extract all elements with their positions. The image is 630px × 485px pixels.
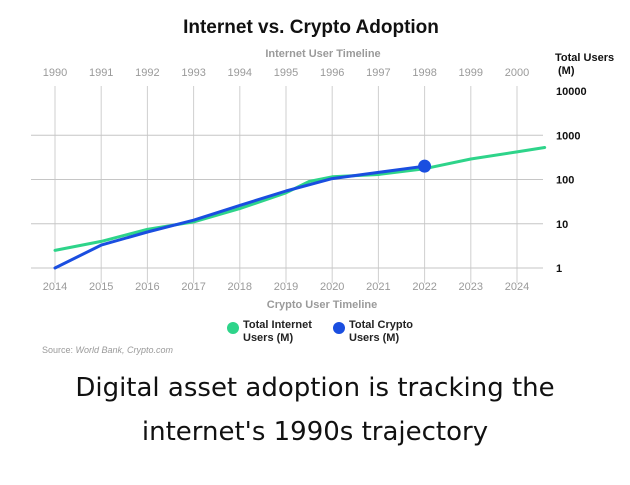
y-tick-label: 1000 bbox=[556, 130, 580, 142]
bottom-x-tick-label: 2021 bbox=[366, 281, 390, 293]
chart-grid bbox=[31, 86, 543, 283]
bottom-x-tick-label: 2019 bbox=[274, 281, 298, 293]
y-axis-label-line-1: Total Users bbox=[555, 52, 614, 64]
adoption-chart: Internet vs. Crypto Adoption Internet Us… bbox=[31, 17, 614, 355]
top-x-tick-label: 1996 bbox=[320, 67, 344, 79]
bottom-x-tick-label: 2023 bbox=[459, 281, 483, 293]
crypto-users-line bbox=[53, 164, 427, 270]
bottom-x-tick-label: 2014 bbox=[43, 281, 67, 293]
bottom-x-tick-label: 2018 bbox=[228, 281, 252, 293]
y-tick-label: 100 bbox=[556, 175, 574, 187]
bottom-x-tick-label: 2017 bbox=[181, 281, 205, 293]
bottom-x-tick-label: 2020 bbox=[320, 281, 344, 293]
y-axis: 1 10 100 1000 10000 bbox=[556, 86, 587, 275]
y-axis-label-line-2: (M) bbox=[558, 65, 575, 77]
legend-swatch-crypto bbox=[333, 322, 345, 334]
bottom-axis-label: Crypto User Timeline bbox=[267, 299, 377, 311]
y-tick-label: 10 bbox=[556, 219, 568, 231]
legend: Total Internet Users (M) Total Crypto Us… bbox=[227, 319, 413, 344]
bottom-x-tick-label: 2024 bbox=[505, 281, 529, 293]
bottom-x-tick-label: 2022 bbox=[412, 281, 436, 293]
caption-line-1: Digital asset adoption is tracking the bbox=[75, 373, 555, 403]
crypto-endpoint-marker bbox=[418, 159, 432, 173]
top-x-tick-label: 1990 bbox=[43, 67, 67, 79]
bottom-x-tick-label: 2016 bbox=[135, 281, 159, 293]
top-axis-label: Internet User Timeline bbox=[265, 48, 380, 60]
top-x-tick-label: 1994 bbox=[228, 67, 252, 79]
legend-label-crypto-line-2: Users (M) bbox=[349, 332, 399, 344]
top-x-tick-label: 2000 bbox=[505, 67, 529, 79]
top-x-tick-label: 1993 bbox=[181, 67, 205, 79]
chart-title: Internet vs. Crypto Adoption bbox=[183, 17, 439, 38]
caption-line-2: internet's 1990s trajectory bbox=[141, 417, 489, 447]
bottom-x-axis: 2014 2015 2016 2017 2018 2019 2020 2021 2022 2023… bbox=[43, 281, 529, 293]
top-x-tick-label: 1999 bbox=[459, 67, 483, 79]
bottom-x-tick-label: 2015 bbox=[89, 281, 113, 293]
internet-users-line bbox=[53, 146, 547, 252]
source-note: Source: World Bank, Crypto.com bbox=[42, 345, 174, 355]
top-x-tick-label: 1992 bbox=[135, 67, 159, 79]
top-x-axis: 1990 1991 1992 1993 1994 1995 1996 1997 1998 1999… bbox=[43, 67, 529, 79]
top-x-tick-label: 1997 bbox=[366, 67, 390, 79]
legend-label-crypto-line-1: Total Crypto bbox=[349, 319, 413, 331]
legend-label-internet-line-2: Users (M) bbox=[243, 332, 293, 344]
y-tick-label: 10000 bbox=[556, 86, 587, 98]
top-x-tick-label: 1995 bbox=[274, 67, 298, 79]
series-layer bbox=[53, 146, 547, 270]
legend-label-internet-line-1: Total Internet bbox=[243, 319, 312, 331]
source-prefix: Source: bbox=[42, 345, 76, 355]
legend-swatch-internet bbox=[227, 322, 239, 334]
top-x-tick-label: 1991 bbox=[89, 67, 113, 79]
y-tick-label: 1 bbox=[556, 263, 562, 275]
top-x-tick-label: 1998 bbox=[412, 67, 436, 79]
source-names: World Bank, Crypto.com bbox=[76, 345, 174, 355]
